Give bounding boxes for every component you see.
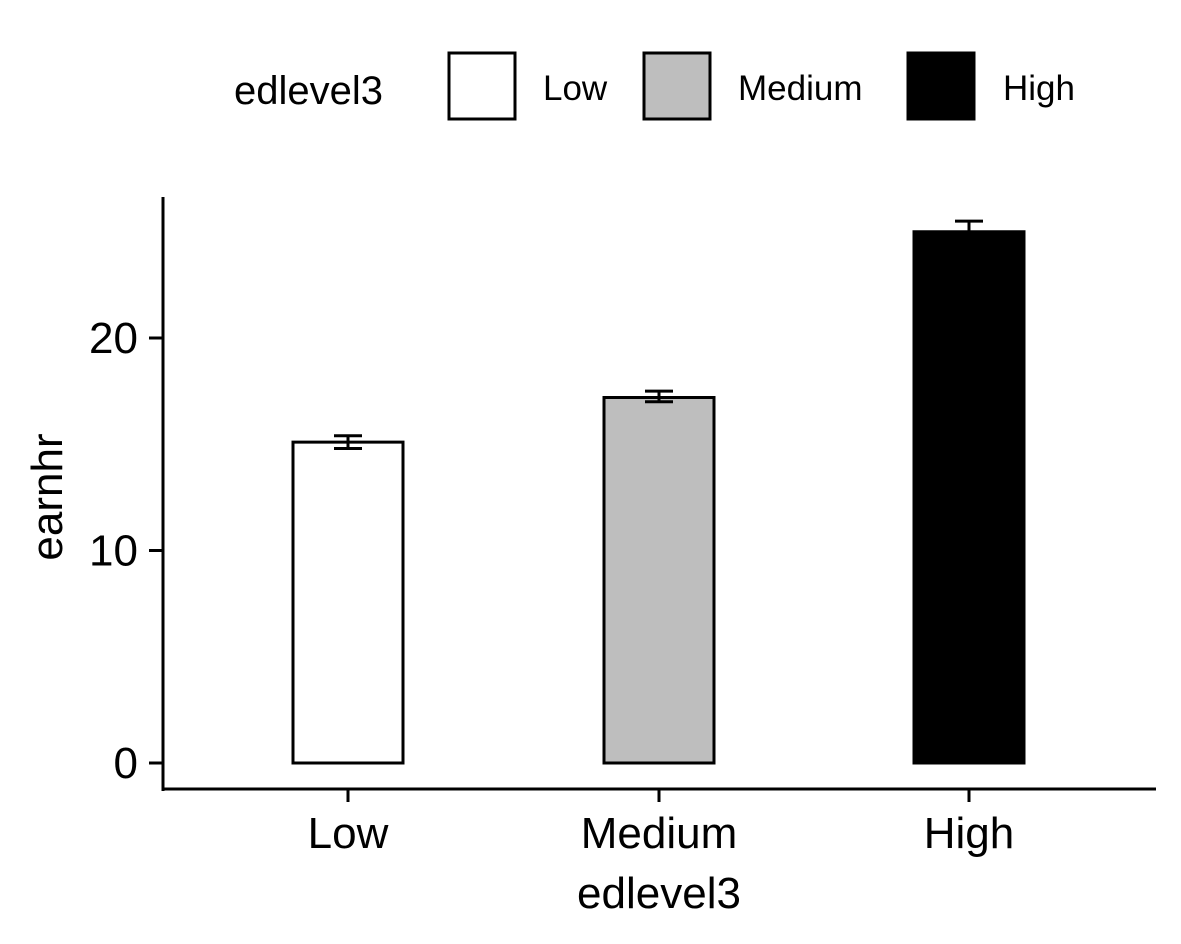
y-axis-title: earnhr	[23, 433, 72, 560]
y-tick-label-0: 0	[114, 739, 138, 788]
bar-high	[912, 230, 1026, 765]
y-ticks-group: 0 10 20	[89, 314, 163, 788]
legend-title: edlevel3	[234, 69, 383, 113]
x-axis-title: edlevel3	[577, 869, 741, 918]
legend-key-low	[447, 51, 517, 121]
legend: edlevel3 Low Medium High	[234, 51, 1075, 121]
y-tick-label-20: 20	[89, 314, 138, 363]
x-ticks-group: Low Medium High	[308, 789, 1015, 858]
x-tick-label-medium: Medium	[581, 809, 738, 858]
bar-medium	[602, 396, 716, 765]
error-bars-group	[334, 219, 983, 450]
legend-label-high: High	[1003, 69, 1075, 108]
legend-label-medium: Medium	[738, 69, 862, 108]
legend-key-high	[906, 51, 976, 121]
y-tick-label-10: 10	[89, 527, 138, 576]
x-tick-label-low: Low	[308, 809, 389, 858]
legend-label-low: Low	[543, 69, 608, 108]
bar-low	[291, 440, 405, 765]
legend-key-medium	[642, 51, 712, 121]
x-tick-label-high: High	[924, 809, 1015, 858]
bars-group	[291, 230, 1026, 765]
